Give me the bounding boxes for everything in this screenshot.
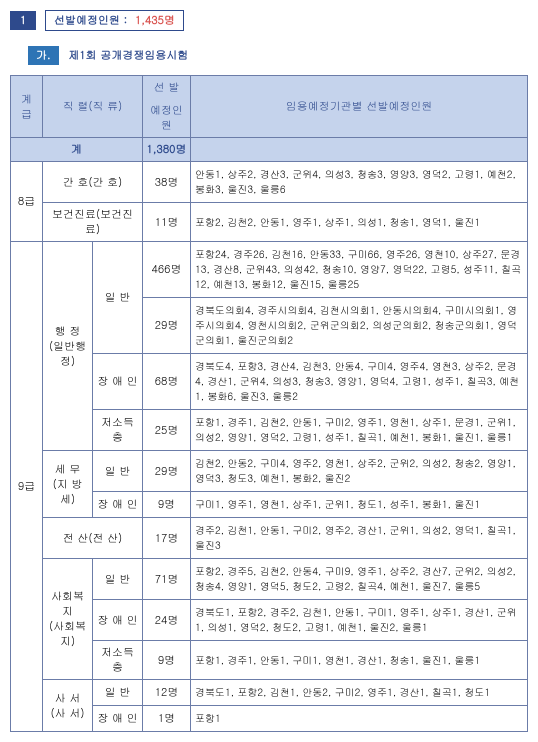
count-cell: 24명 [143, 600, 191, 641]
detail-cell: 포항1, 경주1, 안동1, 구미1, 영천1, 경산1, 청송1, 울진1, … [191, 641, 528, 680]
detail-cell: 경북도1, 포항2, 김천1, 안동2, 구미2, 영주1, 경산1, 칠곡1,… [191, 680, 528, 706]
field-cell: 간 호(간 호) [43, 162, 143, 203]
detail-cell: 구미1, 영주1, 영천1, 상주1, 군위1, 청도1, 성주1, 봉화1, … [191, 492, 528, 518]
table-row: 세 무 (지 방 세) 일 반 29명 김천2, 안동2, 구미4, 영주2, … [11, 451, 528, 492]
count-cell: 29명 [143, 451, 191, 492]
sub-badge: 가. [28, 46, 59, 65]
detail-cell: 김천2, 안동2, 구미4, 영주2, 영천1, 상주2, 군위2, 의성2, … [191, 451, 528, 492]
table-row: 사회복지 (사회복지) 일 반 71명 포항2, 경주5, 김천2, 안동4, … [11, 559, 528, 600]
total-empty [191, 138, 528, 162]
title-box: 선발예정인원 : 1,435명 [45, 10, 184, 31]
count-cell: 12명 [143, 680, 191, 706]
grade-cell: 8급 [11, 162, 43, 242]
th-planned-bottom: 예정인원 [143, 99, 191, 138]
field-cell: 전 산(전 산) [43, 518, 143, 559]
title-count: 1,435명 [135, 13, 175, 28]
th-grade: 계 급 [11, 76, 43, 138]
th-planned-top: 선 발 [143, 76, 191, 100]
cat-cell: 일 반 [93, 680, 143, 706]
cat-cell: 장 애 인 [93, 706, 143, 732]
count-cell: 25명 [143, 410, 191, 451]
title-label: 선발예정인원 : [54, 13, 127, 28]
detail-cell: 포항24, 경주26, 김천16, 안동33, 구미66, 영주26, 영천10… [191, 242, 528, 298]
count-cell: 11명 [143, 203, 191, 242]
field-title: 세 무 [46, 462, 89, 477]
detail-cell: 포항2, 김천2, 안동1, 영주1, 상주1, 의성1, 청송1, 영덕1, … [191, 203, 528, 242]
count-cell: 71명 [143, 559, 191, 600]
cat-cell: 일 반 [93, 451, 143, 492]
table-row: 8급 간 호(간 호) 38명 안동1, 상주2, 경산3, 군위4, 의성3,… [11, 162, 528, 203]
detail-cell: 경북도1, 포항2, 경주2, 김천1, 안동1, 구미1, 영주1, 상주1,… [191, 600, 528, 641]
field-cell: 행 정 (일반행정) [43, 242, 93, 451]
sub-text: 제1회 공개경쟁임용시험 [68, 48, 188, 63]
count-cell: 38명 [143, 162, 191, 203]
detail-cell: 경북도4, 포항3, 경산4, 김천3, 안동4, 구미4, 영주4, 영천3,… [191, 354, 528, 410]
count-cell: 9명 [143, 641, 191, 680]
field-cell: 사회복지 (사회복지) [43, 559, 93, 680]
cat-cell: 저소득층 [93, 410, 143, 451]
detail-cell: 포항1, 경주1, 김천2, 안동1, 구미2, 영주1, 영천1, 상주1, … [191, 410, 528, 451]
table-row: 사 서 (사 서) 일 반 12명 경북도1, 포항2, 김천1, 안동2, 구… [11, 680, 528, 706]
detail-cell: 경주2, 김천1, 안동1, 구미2, 영주2, 경산1, 군위1, 의성2, … [191, 518, 528, 559]
field-title: 행 정 [46, 324, 89, 339]
field-title: 사 서 [46, 691, 89, 706]
count-cell: 17명 [143, 518, 191, 559]
th-agency: 임용예정기관별 선발예정인원 [191, 76, 528, 138]
table-row: 보건진료(보건진료) 11명 포항2, 김천2, 안동1, 영주1, 상주1, … [11, 203, 528, 242]
header: 1 선발예정인원 : 1,435명 [10, 10, 528, 31]
count-cell: 68명 [143, 354, 191, 410]
detail-cell: 포항2, 경주5, 김천2, 안동4, 구미9, 영주1, 상주2, 경산7, … [191, 559, 528, 600]
field-sub: (지 방 세) [46, 477, 89, 507]
recruitment-table: 계 급 직 렬(직 류) 선 발 임용예정기관별 선발예정인원 예정인원 계 1… [10, 75, 528, 732]
count-cell: 1명 [143, 706, 191, 732]
cat-cell: 일 반 [93, 242, 143, 354]
grade-cell: 9급 [11, 242, 43, 732]
cat-cell: 장 애 인 [93, 600, 143, 641]
field-sub: (사 서) [46, 706, 89, 721]
cat-cell: 장 애 인 [93, 354, 143, 410]
count-cell: 9명 [143, 492, 191, 518]
sub-title: 가. 제1회 공개경쟁임용시험 [28, 46, 528, 65]
cat-cell: 일 반 [93, 559, 143, 600]
detail-cell: 안동1, 상주2, 경산3, 군위4, 의성3, 청송3, 영양3, 영덕2, … [191, 162, 528, 203]
table-row: 전 산(전 산) 17명 경주2, 김천1, 안동1, 구미2, 영주2, 경산… [11, 518, 528, 559]
th-field: 직 렬(직 류) [43, 76, 143, 138]
field-title: 사회복지 [46, 589, 89, 619]
total-label: 계 [11, 138, 143, 162]
cat-cell: 저소득층 [93, 641, 143, 680]
total-value: 1,380명 [143, 138, 191, 162]
field-sub: (사회복지) [46, 619, 89, 649]
total-row: 계 1,380명 [11, 138, 528, 162]
field-cell: 보건진료(보건진료) [43, 203, 143, 242]
field-sub: (일반행정) [46, 339, 89, 369]
count-cell: 29명 [143, 298, 191, 354]
detail-cell: 경북도의회4, 경주시의회4, 김천시의회1, 안동시의회4, 구미시의회1, … [191, 298, 528, 354]
count-cell: 466명 [143, 242, 191, 298]
cat-cell: 장 애 인 [93, 492, 143, 518]
section-number: 1 [10, 11, 36, 30]
field-cell: 사 서 (사 서) [43, 680, 93, 732]
detail-cell: 포항1 [191, 706, 528, 732]
table-row: 9급 행 정 (일반행정) 일 반 466명 포항24, 경주26, 김천16,… [11, 242, 528, 298]
field-cell: 세 무 (지 방 세) [43, 451, 93, 518]
